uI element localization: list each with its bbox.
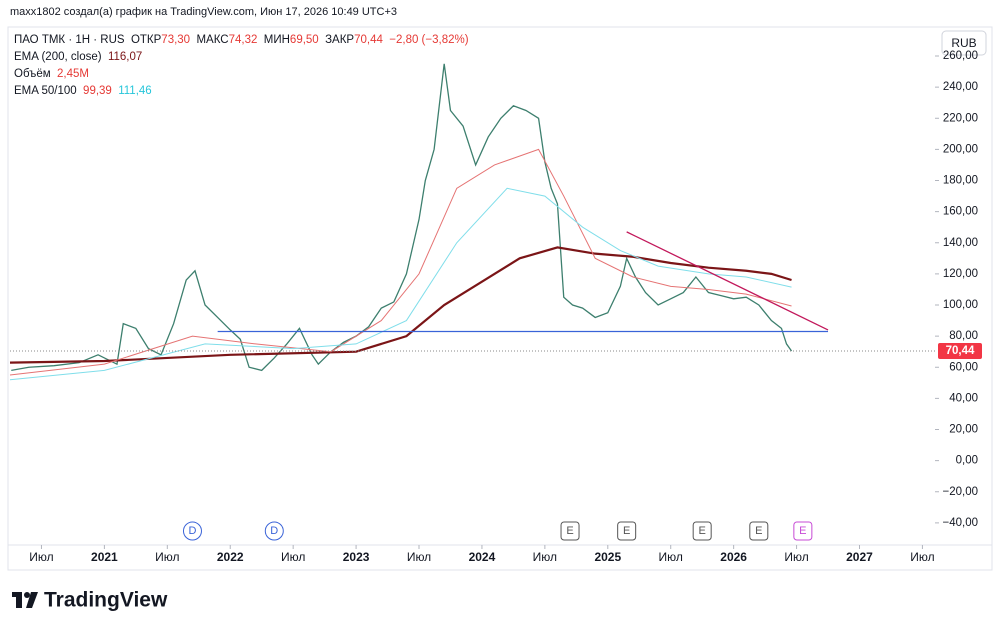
series-line bbox=[9, 246, 792, 364]
x-tick-label: 2023 bbox=[343, 550, 370, 564]
event-marker bbox=[617, 521, 637, 541]
last-price-label: 70,44 bbox=[946, 345, 975, 357]
event-marker bbox=[560, 521, 580, 541]
label: МИН bbox=[263, 34, 290, 46]
event-marker bbox=[264, 521, 284, 541]
y-tick-label: 180,00 bbox=[943, 175, 978, 187]
x-tick-label: Июл bbox=[281, 550, 305, 564]
value: 99,39 bbox=[83, 85, 112, 97]
value: 69,50 bbox=[289, 34, 319, 46]
logo-icon bbox=[12, 592, 38, 608]
event-marker bbox=[793, 521, 813, 541]
legend-line: Объём 2,45M bbox=[14, 68, 89, 80]
label: EMA 50/100 bbox=[14, 85, 77, 97]
x-tick-label: 2027 bbox=[846, 550, 873, 564]
event-label: E bbox=[623, 525, 630, 537]
x-tick-label: 2022 bbox=[217, 550, 244, 564]
currency[interactable]: RUB bbox=[951, 36, 976, 50]
x-tick-label: Июл bbox=[910, 550, 934, 564]
label: МАКС bbox=[196, 34, 229, 46]
event-label: D bbox=[189, 525, 197, 537]
legend-line: ПАО ТМК · 1Н · RUS ОТКР73,30 МАКС74,32 М… bbox=[14, 34, 469, 46]
y-tick-label: 100,00 bbox=[943, 299, 978, 311]
change: −2,80 (−3,82%) bbox=[389, 34, 469, 46]
currency-button[interactable] bbox=[941, 30, 987, 56]
event-marker bbox=[749, 521, 769, 541]
trend-line bbox=[626, 231, 829, 331]
legend-line: EMA 50/100 99,39 111,46 bbox=[14, 85, 152, 97]
event-label: E bbox=[799, 525, 806, 537]
y-tick-label: 60,00 bbox=[949, 361, 978, 373]
x-tick-label: 2021 bbox=[91, 550, 118, 564]
series-line bbox=[11, 63, 793, 372]
x-tick-label: Июл bbox=[784, 550, 808, 564]
value: 70,44 bbox=[354, 34, 383, 46]
y-tick-label: −40,00 bbox=[943, 517, 979, 529]
attribution: maxx1802 создал(а) график на TradingView… bbox=[10, 6, 398, 18]
event-label: E bbox=[566, 525, 573, 537]
y-tick-label: 20,00 bbox=[949, 424, 978, 436]
x-tick-label: Июл bbox=[29, 550, 53, 564]
legend-line: EMA (200, close) 116,07 bbox=[14, 51, 142, 63]
y-tick-label: 0,00 bbox=[956, 455, 978, 467]
y-tick-label: −20,00 bbox=[943, 486, 979, 498]
y-tick-label: 220,00 bbox=[943, 112, 978, 124]
event-label: E bbox=[699, 525, 706, 537]
chart-frame bbox=[7, 26, 993, 571]
x-tick-label: Июл bbox=[659, 550, 683, 564]
x-tick-label: 2026 bbox=[720, 550, 747, 564]
value: 73,30 bbox=[161, 34, 191, 46]
label: EMA (200, close) bbox=[14, 51, 102, 63]
x-tick-label: Июл bbox=[155, 550, 179, 564]
x-tick-label: 2024 bbox=[469, 550, 496, 564]
x-tick-label: Июл bbox=[533, 550, 557, 564]
event-label: D bbox=[270, 525, 278, 537]
event-marker bbox=[692, 521, 712, 541]
last-price-badge bbox=[938, 343, 982, 360]
y-tick-label: 80,00 bbox=[949, 330, 978, 342]
value: 116,07 bbox=[107, 51, 143, 63]
event-label: E bbox=[755, 525, 762, 537]
y-tick-label: 260,00 bbox=[943, 50, 978, 62]
x-tick-label: Июл bbox=[407, 550, 431, 564]
value: 2,45M bbox=[57, 68, 89, 80]
label: Объём bbox=[14, 68, 51, 80]
event-marker bbox=[182, 521, 202, 541]
y-tick-label: 160,00 bbox=[943, 206, 978, 218]
y-tick-label: 120,00 bbox=[943, 268, 978, 280]
x-tick-label: 2025 bbox=[594, 550, 621, 564]
y-tick-label: 40,00 bbox=[949, 392, 978, 404]
y-tick-label: 200,00 bbox=[943, 143, 978, 155]
symbol: ПАО ТМК · 1Н · RUS bbox=[14, 34, 125, 46]
y-tick-label: 240,00 bbox=[943, 81, 978, 93]
value: 111,46 bbox=[118, 85, 152, 97]
series-line bbox=[9, 187, 792, 381]
value: 74,32 bbox=[228, 34, 258, 46]
y-tick-label: 140,00 bbox=[943, 237, 978, 249]
label: ОТКР bbox=[130, 34, 162, 46]
logo: TradingView bbox=[44, 589, 168, 612]
label: ЗАКР bbox=[325, 34, 355, 46]
series-line bbox=[9, 148, 792, 376]
